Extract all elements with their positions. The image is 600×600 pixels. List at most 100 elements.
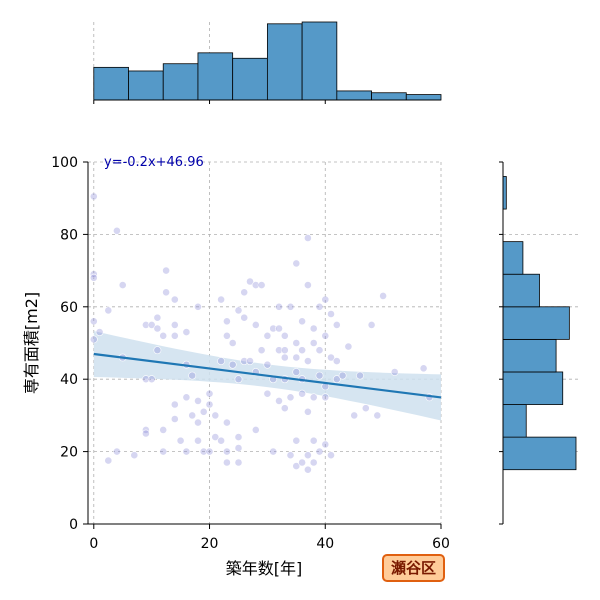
scatter-point — [153, 346, 162, 355]
scatter-point — [292, 259, 301, 268]
scatter-point — [205, 447, 214, 456]
right-hist-bar — [502, 436, 577, 471]
scatter-point — [113, 226, 121, 235]
scatter-point — [292, 353, 301, 362]
scatter-point — [228, 360, 237, 369]
right-histogram — [499, 161, 580, 525]
top-hist-bar — [301, 21, 338, 101]
scatter-point — [246, 277, 254, 286]
regression-line-segment — [93, 352, 442, 399]
scatter-point — [194, 302, 202, 311]
scatter-point — [240, 357, 249, 365]
scatter-point — [257, 281, 266, 289]
scatter-point — [222, 317, 231, 326]
scatter-point — [159, 447, 168, 456]
scatter-point — [170, 331, 179, 340]
scatter-point — [275, 302, 283, 311]
ward-badge: 瀬谷区 — [382, 554, 445, 582]
scatter-point — [182, 447, 191, 456]
scatter-point — [182, 393, 191, 402]
scatter-point — [275, 324, 283, 333]
scatter-point — [205, 389, 214, 398]
top-hist-bar — [128, 70, 164, 101]
ward-badge-label: 瀬谷区 — [391, 559, 436, 577]
scatter-point — [332, 357, 341, 365]
scatter-point — [159, 425, 168, 434]
scatter-point — [240, 313, 249, 322]
scatter-point — [251, 281, 260, 289]
y-tick-label: 0 — [69, 517, 78, 533]
scatter-point — [292, 462, 301, 470]
right-hist-bar — [502, 371, 564, 405]
scatter-point — [251, 425, 260, 434]
scatter-point — [344, 342, 353, 351]
scatter-point — [234, 306, 243, 315]
scatter-point — [211, 411, 220, 420]
top-hist-bar — [162, 63, 199, 101]
scatter-point — [170, 400, 179, 409]
scatter-point — [275, 346, 283, 355]
scatter-point — [286, 302, 295, 311]
scatter-point — [234, 433, 243, 441]
scatter-point — [170, 415, 179, 423]
scatter-point — [188, 371, 197, 380]
scatter-point — [199, 447, 208, 456]
scatter-point — [89, 335, 98, 344]
scatter-point — [141, 375, 150, 384]
scatter-points — [89, 192, 434, 474]
scatter-point — [332, 320, 341, 329]
scatter-point — [147, 320, 156, 329]
scatter-point — [89, 192, 98, 201]
scatter-point — [303, 234, 312, 242]
scatter-point — [379, 291, 387, 300]
scatter-plot: 0 20 40 60 0 20 40 60 80 100 — [51, 155, 450, 552]
top-hist-bar — [405, 94, 442, 101]
scatter-point — [303, 407, 312, 416]
scatter-point — [263, 360, 272, 369]
scatter-point — [292, 436, 301, 445]
scatter-point — [327, 353, 335, 362]
scatter-point — [321, 331, 330, 340]
scatter-point — [217, 295, 225, 304]
scatter-point — [153, 313, 162, 322]
scatter-point — [89, 273, 98, 282]
scatter-point — [280, 353, 289, 362]
x-tick-label: 0 — [89, 536, 98, 552]
scatter-point — [118, 281, 127, 289]
scatter-point — [141, 429, 150, 438]
scatter-point — [275, 396, 283, 405]
top-hist-bar — [336, 90, 372, 101]
y-tick-label: 80 — [60, 227, 78, 243]
scatter-point — [199, 407, 208, 416]
right-hist-bar — [502, 306, 570, 340]
scatter-point — [205, 400, 214, 409]
top-hist-bar — [197, 52, 234, 101]
x-tick-label: 20 — [201, 536, 219, 552]
right-hist-bar — [502, 404, 527, 438]
top-hist-bar — [266, 23, 303, 101]
x-tick-label: 60 — [432, 536, 450, 552]
scatter-point — [298, 346, 306, 355]
scatter-point — [269, 324, 278, 333]
top-hist-bar — [371, 92, 407, 101]
scatter-point — [159, 331, 168, 340]
scatter-point — [303, 281, 312, 289]
scatter-point — [292, 339, 301, 347]
scatter-point — [234, 375, 243, 384]
scatter-point — [292, 368, 301, 376]
scatter-point — [309, 324, 318, 333]
scatter-point — [327, 310, 335, 318]
scatter-point — [309, 458, 318, 467]
scatter-point — [162, 288, 170, 297]
scatter-point — [327, 451, 335, 460]
regression-equation: y=-0.2x+46.96 — [104, 155, 204, 170]
right-hist-bar — [502, 338, 557, 373]
scatter-point — [390, 368, 399, 376]
scatter-point — [280, 346, 289, 355]
scatter-point — [153, 324, 162, 333]
scatter-point — [309, 436, 318, 445]
scatter-point — [217, 357, 225, 365]
scatter-point — [286, 393, 295, 402]
scatter-point — [234, 458, 243, 467]
scatter-point — [367, 320, 376, 329]
